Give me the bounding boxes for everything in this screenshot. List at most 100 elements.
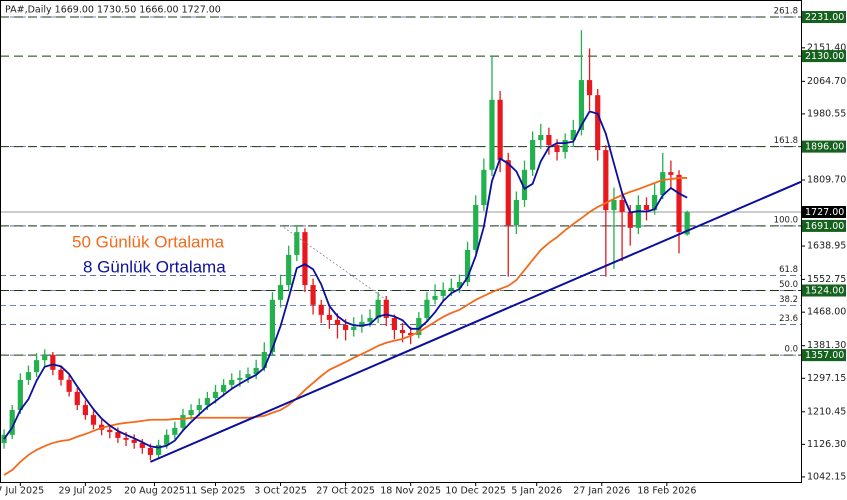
y-tick-label: 1980.55 [807, 108, 846, 119]
level-label: 2130.00 [805, 51, 844, 62]
chart-title: PA#,Daily 1669.00 1730.50 1666.00 1727.0… [5, 5, 221, 16]
candle-body [310, 285, 316, 305]
candle-body [424, 299, 430, 318]
x-tick-label: 29 Jul 2025 [58, 486, 112, 497]
candle-body [408, 333, 414, 336]
moving-average [3, 110, 688, 449]
candle-body [17, 379, 23, 411]
candle-body [245, 374, 251, 378]
candle-body [578, 80, 585, 130]
y-tick-label: 2064.70 [807, 76, 846, 87]
candle-body [33, 360, 40, 373]
candle-body [595, 95, 601, 151]
candle-body [562, 140, 568, 153]
y-tick-label: 1809.70 [807, 174, 846, 185]
candle-body [180, 415, 186, 428]
candle-body [513, 199, 519, 226]
fib-label: 38.2 [779, 295, 798, 305]
level-box [802, 284, 846, 297]
x-tick-label: 11 Sep 2025 [185, 486, 245, 497]
candle-body [74, 391, 80, 406]
candle-body [139, 442, 145, 448]
candle-body [383, 299, 389, 318]
candle-body [464, 249, 471, 283]
fib-label: 0.0 [784, 345, 798, 355]
level-label: 1524.00 [805, 286, 844, 297]
candle-body [212, 391, 219, 399]
candle-body [586, 80, 593, 96]
candle-body [489, 99, 495, 170]
candle-body [25, 372, 32, 380]
fib-label: 161.8 [774, 136, 798, 146]
y-tick-label: 1552.75 [807, 274, 846, 285]
candle-body [554, 145, 560, 153]
candle-body [538, 135, 544, 141]
candle-body [521, 169, 528, 200]
candle-body [123, 437, 129, 440]
candle-body [619, 199, 625, 212]
y-tick-label: 1126.30 [807, 439, 846, 450]
fib-label: 23.6 [779, 314, 798, 324]
fib-label: 261.8 [774, 7, 798, 17]
candle-body [107, 429, 113, 433]
candle-body [318, 304, 324, 315]
x-tick-label: 18 Nov 2025 [380, 486, 441, 497]
x-tick-label: 3 Oct 2025 [254, 486, 307, 497]
candle-body [204, 398, 210, 406]
candle-body [351, 326, 357, 330]
candle-body [367, 317, 373, 322]
x-tick-label: 7 Jul 2025 [0, 486, 44, 497]
level-box [802, 349, 846, 362]
level-box [802, 50, 846, 63]
fib-label: 50.0 [779, 280, 798, 290]
candle-body [147, 447, 154, 455]
candle-body [261, 352, 267, 368]
candle-body [399, 329, 406, 334]
candle-body [66, 379, 72, 392]
trendline [150, 180, 802, 463]
y-tick-label: 1638.95 [807, 241, 846, 252]
candle-body [42, 355, 48, 361]
x-tick-label: 27 Jan 2026 [573, 486, 630, 497]
x-tick-label: 20 Aug 2025 [124, 486, 185, 497]
candle-body [253, 367, 259, 375]
candle-body [440, 290, 446, 296]
candle-body [58, 369, 64, 380]
level-label: 1896.00 [805, 142, 844, 153]
candle-body [481, 169, 487, 206]
y-tick-label: 2151.40 [807, 42, 846, 53]
plot-frame [0, 0, 802, 483]
x-tick-label: 27 Oct 2025 [316, 486, 375, 497]
legend-entry: 8 Günlük Ortalama [83, 257, 226, 276]
candle-body [221, 384, 227, 392]
fib-label: 61.8 [779, 265, 798, 275]
candle-body [9, 410, 15, 435]
candle-body [196, 405, 202, 411]
candle-body [676, 174, 682, 233]
candle-body [343, 324, 349, 330]
candle-body [391, 317, 398, 330]
trendline [280, 224, 387, 301]
level-box [802, 11, 846, 24]
candle-body [131, 439, 137, 443]
candle-body [448, 287, 454, 291]
candle-body [277, 285, 284, 300]
candle-body [416, 317, 422, 336]
candle-body [643, 205, 650, 211]
candle-body [188, 410, 194, 416]
candle-body [302, 232, 308, 286]
candle-body [505, 160, 511, 226]
y-tick-label: 1468.00 [807, 307, 846, 318]
candle-body [570, 129, 576, 141]
candle-body [334, 319, 341, 325]
candle-body [294, 232, 300, 255]
level-box [802, 140, 846, 153]
candle-body [652, 194, 658, 211]
price-label: 1727.00 [805, 207, 844, 218]
candle-body [684, 211, 690, 235]
candle-body [164, 434, 170, 445]
candle-body [82, 405, 88, 416]
level-box [802, 219, 846, 232]
